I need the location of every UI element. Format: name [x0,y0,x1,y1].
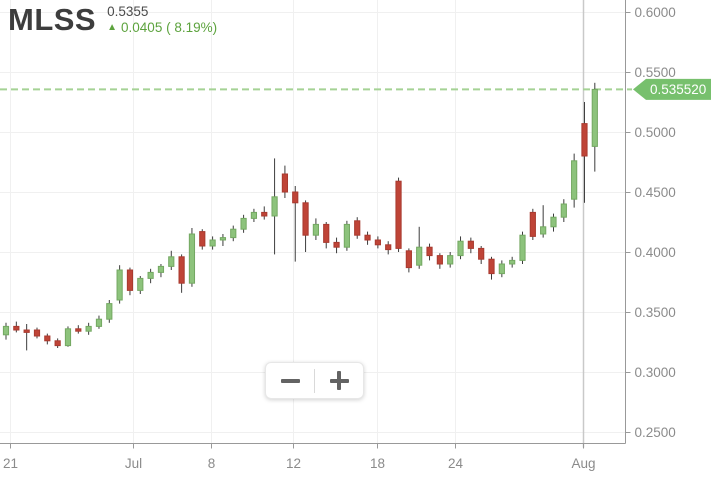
candle-up [571,160,578,200]
candle-up [447,255,454,265]
candle-down [199,231,206,247]
candle-down [302,202,309,236]
zoom-control-divider [314,368,315,393]
candle-up [416,246,423,266]
candle-down [436,255,443,265]
candle-down [374,239,381,246]
candle-up [498,263,505,275]
candle-down [44,335,51,342]
candle-up [550,216,557,228]
zoom-out-button[interactable] [266,363,314,398]
y-axis-label: 0.2500 [635,425,676,440]
candle-down [385,244,392,251]
candle-up [509,259,516,265]
x-axis-label: 24 [448,456,464,471]
candle-down [405,250,412,269]
candle-down [529,211,536,237]
candle-up [250,211,258,219]
x-axis-label: 21 [3,456,18,471]
candle-up [85,325,92,332]
candle-down [75,328,82,332]
candle-down [126,269,134,291]
y-axis-label: 0.4000 [635,245,676,260]
last-price-badge [633,78,711,100]
candle-up [230,228,237,239]
candle-up [519,234,526,261]
candle-up [106,303,113,320]
candle-up [343,223,350,248]
candle-up [168,256,175,267]
x-axis-label: 18 [370,456,385,471]
chart-zoom-control [265,362,364,399]
candle-down [581,123,588,157]
candle-down [54,340,61,347]
candle-down [478,247,485,260]
candle-down [426,246,433,257]
plus-icon [329,371,349,390]
candle-up [209,239,216,247]
x-axis-label: Aug [571,456,595,471]
minus-icon [280,378,300,383]
candle-up [157,265,165,273]
candle-up [137,277,144,291]
candle-down [281,173,289,193]
candle-up [188,233,196,284]
candle-down [23,329,30,333]
y-axis-label: 0.5500 [635,65,676,80]
y-axis-label: 0.6000 [635,5,676,20]
candle-up [591,88,598,147]
x-axis-label: Jul [125,456,142,471]
candle-down [13,325,20,331]
candle-down [333,241,340,248]
candle-up [147,271,154,279]
candle-up [312,223,319,236]
candle-up [457,240,464,257]
candle-up [560,203,567,218]
candle-up [271,196,278,217]
y-axis-label: 0.5000 [635,125,676,140]
candle-up [540,226,547,235]
x-axis-label: 8 [208,456,216,471]
y-axis-label: 0.3000 [635,365,676,380]
candle-down [354,220,361,236]
candle-down [488,258,495,275]
candle-up [219,237,227,241]
candle-down [178,256,185,284]
y-axis-label: 0.4500 [635,185,676,200]
candle-up [116,269,123,301]
candle-down [33,329,41,337]
y-axis-label: 0.3500 [635,305,676,320]
candle-up [64,328,72,347]
zoom-in-button[interactable] [315,363,363,398]
candle-down [261,211,268,217]
candle-up [240,217,247,230]
x-axis-label: 12 [286,456,301,471]
candle-down [292,191,299,204]
candle-up [2,325,10,336]
last-price-badge-label: 0.535520 [650,82,706,97]
candle-down [364,234,371,241]
candle-down [323,223,330,243]
candle-up [95,318,103,327]
candle-down [467,240,474,249]
candle-down [395,180,402,249]
